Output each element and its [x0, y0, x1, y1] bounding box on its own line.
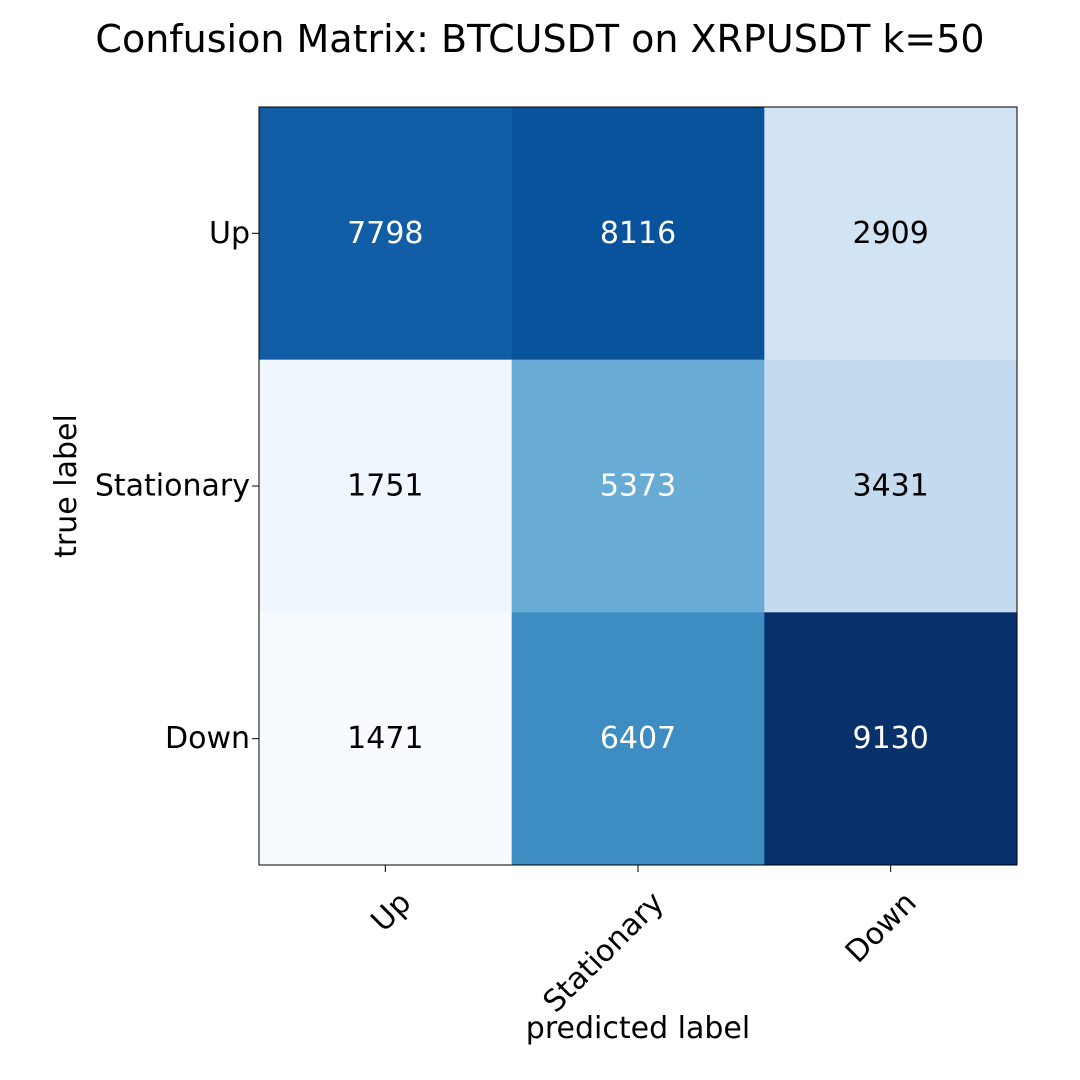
heatmap-cells	[259, 107, 1018, 866]
x-tick-label-stationary: Stationary	[536, 885, 670, 1019]
heatmap-cell-stationary-stationary	[511, 359, 765, 613]
cell-value-up-down: 2909	[852, 216, 928, 251]
heatmap-cell-stationary-up	[259, 359, 513, 613]
cell-value-up-stationary: 8116	[600, 216, 676, 251]
cell-value-stationary-stationary: 5373	[600, 469, 676, 504]
cell-value-down-down: 9130	[852, 721, 928, 756]
y-axis-title: true label	[49, 414, 84, 558]
cell-value-down-up: 1471	[347, 721, 423, 756]
chart-title: Confusion Matrix: BTCUSDT on XRPUSDT k=5…	[95, 17, 984, 61]
x-axis-ticks: Up Stationary Down	[365, 865, 924, 1020]
cell-value-labels: 7798 8116 2909 1751 5373 3431 1471 6407 9130	[347, 216, 929, 756]
heatmap-cell-stationary-down	[764, 359, 1018, 613]
y-tick-label-stationary: Stationary	[95, 469, 250, 504]
x-tick-label-down: Down	[839, 885, 924, 970]
cell-value-up-up: 7798	[347, 216, 423, 251]
x-tick-label-up: Up	[365, 885, 419, 939]
y-tick-label-up: Up	[209, 216, 250, 251]
cell-value-stationary-down: 3431	[852, 469, 928, 504]
heatmap-cell-down-stationary	[511, 612, 765, 866]
cell-value-stationary-up: 1751	[347, 469, 423, 504]
cell-value-down-stationary: 6407	[600, 721, 676, 756]
heatmap-cell-down-up	[259, 612, 513, 866]
heatmap-cell-down-down	[764, 612, 1018, 866]
y-tick-label-down: Down	[165, 721, 250, 756]
x-axis-title: predicted label	[526, 1011, 750, 1046]
heatmap-cell-up-down	[764, 107, 1018, 361]
heatmap-cell-up-stationary	[511, 107, 765, 361]
heatmap-cell-up-up	[259, 107, 513, 361]
y-axis-ticks: Up Stationary Down	[95, 216, 259, 756]
